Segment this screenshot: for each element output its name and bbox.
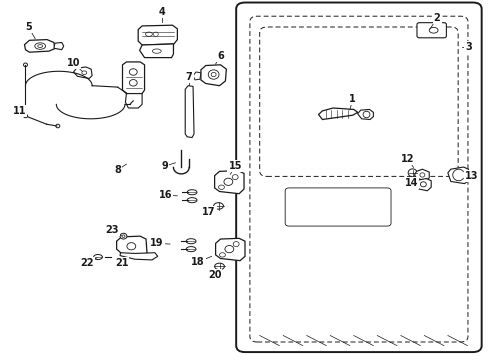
- Polygon shape: [216, 238, 245, 261]
- Text: 10: 10: [67, 58, 80, 68]
- Text: 20: 20: [208, 270, 221, 280]
- Ellipse shape: [187, 190, 197, 195]
- Ellipse shape: [94, 255, 102, 260]
- Polygon shape: [448, 167, 468, 184]
- Text: 15: 15: [228, 161, 242, 171]
- Text: 18: 18: [191, 257, 205, 267]
- Text: 1: 1: [349, 94, 356, 104]
- Text: 9: 9: [161, 161, 168, 171]
- Ellipse shape: [24, 63, 27, 67]
- Text: 6: 6: [217, 51, 224, 61]
- Ellipse shape: [56, 124, 60, 128]
- Polygon shape: [185, 86, 194, 138]
- Text: 2: 2: [434, 13, 441, 23]
- Text: 16: 16: [159, 190, 172, 200]
- Text: 8: 8: [114, 165, 121, 175]
- Polygon shape: [416, 179, 431, 191]
- Polygon shape: [318, 108, 358, 120]
- Ellipse shape: [186, 239, 196, 244]
- Ellipse shape: [186, 247, 196, 252]
- Ellipse shape: [24, 114, 27, 118]
- Text: 7: 7: [186, 72, 193, 82]
- Text: 4: 4: [158, 6, 165, 17]
- Polygon shape: [122, 62, 145, 94]
- Text: 5: 5: [25, 22, 32, 32]
- Ellipse shape: [214, 203, 223, 209]
- Polygon shape: [24, 40, 55, 52]
- Ellipse shape: [215, 263, 224, 270]
- Text: 12: 12: [401, 154, 415, 164]
- Polygon shape: [138, 25, 177, 45]
- Text: 19: 19: [150, 238, 164, 248]
- Polygon shape: [140, 44, 173, 58]
- Ellipse shape: [408, 169, 417, 177]
- Polygon shape: [54, 42, 64, 50]
- Polygon shape: [120, 253, 158, 260]
- Text: 3: 3: [466, 42, 472, 52]
- Polygon shape: [215, 171, 244, 194]
- Polygon shape: [415, 169, 429, 181]
- Polygon shape: [74, 67, 92, 78]
- FancyBboxPatch shape: [417, 23, 446, 38]
- Text: 13: 13: [465, 171, 478, 181]
- Text: 22: 22: [80, 258, 94, 268]
- FancyBboxPatch shape: [236, 3, 482, 352]
- Polygon shape: [117, 236, 147, 256]
- Polygon shape: [125, 94, 142, 108]
- Text: 17: 17: [202, 207, 216, 217]
- Text: 14: 14: [405, 178, 418, 188]
- Text: 21: 21: [115, 258, 128, 268]
- Polygon shape: [193, 72, 201, 80]
- Polygon shape: [201, 65, 226, 86]
- Ellipse shape: [187, 198, 197, 203]
- Ellipse shape: [120, 233, 127, 239]
- Text: 23: 23: [105, 225, 119, 235]
- Text: 11: 11: [13, 106, 26, 116]
- Polygon shape: [358, 109, 373, 120]
